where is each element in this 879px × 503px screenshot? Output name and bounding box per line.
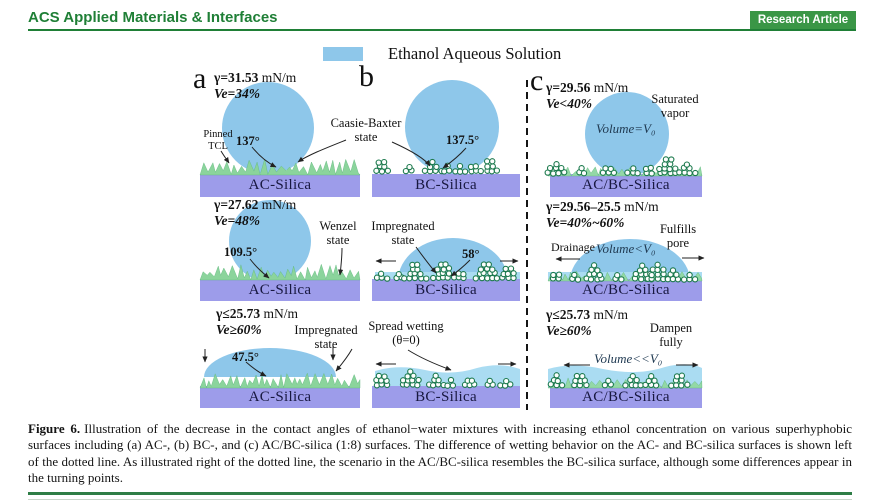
pinned-tcl-label: Pinned TCL [203, 129, 233, 152]
a2-ve: Ve=48% [214, 213, 260, 228]
c2-ve: Ve=40%~60% [546, 215, 625, 230]
panel-letter-b: b [359, 60, 374, 93]
angle-arc-a1 [251, 146, 277, 168]
angle-arc-a3 [245, 361, 267, 377]
droplet-a3 [204, 348, 336, 377]
surface-label-a1: AC-Silica [248, 177, 312, 193]
impregnated-arrow-a3 [335, 348, 353, 372]
angle-arc-b1 [442, 147, 467, 169]
panel-letter-c: c [530, 64, 544, 97]
pinned-tcl-arrow [220, 150, 230, 164]
b2-impregnated-label: Impregnated state [371, 219, 435, 247]
grass-texture-a1 [199, 158, 361, 176]
research-article-badge: Research Article [750, 11, 856, 29]
wenzel-state-label: Wenzel state [319, 219, 357, 247]
b2-contact-angle: 58° [462, 247, 480, 261]
c2-gamma: γ=29.56–25.5 mN/m [546, 199, 659, 214]
drainage-label: Drainage [551, 240, 595, 254]
a3-impregnated-label: Impregnated state [294, 323, 358, 351]
c3-ve: Ve≥60% [546, 323, 592, 338]
journal-title: ACS Applied Materials & Interfaces [28, 9, 278, 26]
angle-arc-a2 [249, 258, 270, 279]
a2-contact-angle: 109.5° [224, 245, 258, 259]
a3-contact-angle: 47.5° [232, 350, 259, 364]
a3-gamma: γ≤25.73 mN/m [216, 306, 298, 321]
legend-label: Ethanol Aqueous Solution [388, 44, 562, 63]
fulfills-pore-label: Fulfills pore [659, 222, 697, 250]
saturated-vapor-label: Saturated vapor [651, 92, 699, 120]
a2-gamma: γ=27.62 mN/m [214, 197, 297, 212]
b1-contact-angle: 137.5° [446, 133, 480, 147]
figure-caption: Figure 6. Illustration of the decrease in… [28, 421, 852, 487]
c3-volume-label: Volume<<V₀ [594, 351, 663, 366]
cassie-baxter-label: Caasie-Baxter state [330, 116, 402, 144]
a1-ve: Ve=34% [214, 86, 260, 101]
c1-volume-label: Volume=V₀ [596, 121, 656, 136]
surface-label-a3: AC-Silica [248, 389, 312, 405]
c2-volume-label: Volume<V₀ [596, 241, 656, 256]
film-b3 [375, 365, 520, 388]
bottom-rule [28, 492, 852, 495]
caption-label: Figure 6. [28, 421, 81, 436]
panel-letter-a: a [193, 62, 207, 95]
droplet-b1 [405, 80, 499, 174]
caption-text: Illustration of the decrease in the cont… [28, 421, 853, 486]
spread-wetting-label: Spread wetting (θ=0) [368, 319, 444, 347]
wenzel-arrow [338, 247, 344, 276]
spread-wetting-arrow [407, 349, 452, 371]
surface-label-b2: BC-Silica [415, 282, 477, 298]
header-rule [28, 29, 856, 31]
impregnated-arrow-b2 [415, 246, 437, 274]
grass-texture-a2 [199, 263, 361, 281]
c1-gamma: γ=29.56 mN/m [546, 80, 629, 95]
legend-swatch [323, 47, 363, 61]
surface-label-a2: AC-Silica [248, 282, 312, 298]
surface-label-b3: BC-Silica [415, 389, 477, 405]
angle-arc-b2 [450, 259, 471, 277]
cassie-arrow-right [391, 141, 431, 167]
dampen-fully-label: Dampen fully [649, 321, 693, 349]
a3-ve: Ve≥60% [216, 322, 262, 337]
surface-label-b1: BC-Silica [415, 177, 477, 193]
a1-contact-angle: 137° [236, 134, 260, 148]
c3-gamma: γ≤25.73 mN/m [546, 307, 628, 322]
film-c3 [548, 364, 702, 388]
a1-gamma: γ=31.53 mN/m [214, 70, 297, 85]
surface-label-c3: AC/BC-Silica [582, 389, 670, 405]
c1-ve: Ve<40% [546, 96, 592, 111]
bottom-rule-light [28, 499, 852, 500]
particle-field-b1 [373, 158, 501, 175]
surface-label-c2: AC/BC-Silica [582, 282, 670, 298]
surface-label-c1: AC/BC-Silica [582, 177, 670, 193]
